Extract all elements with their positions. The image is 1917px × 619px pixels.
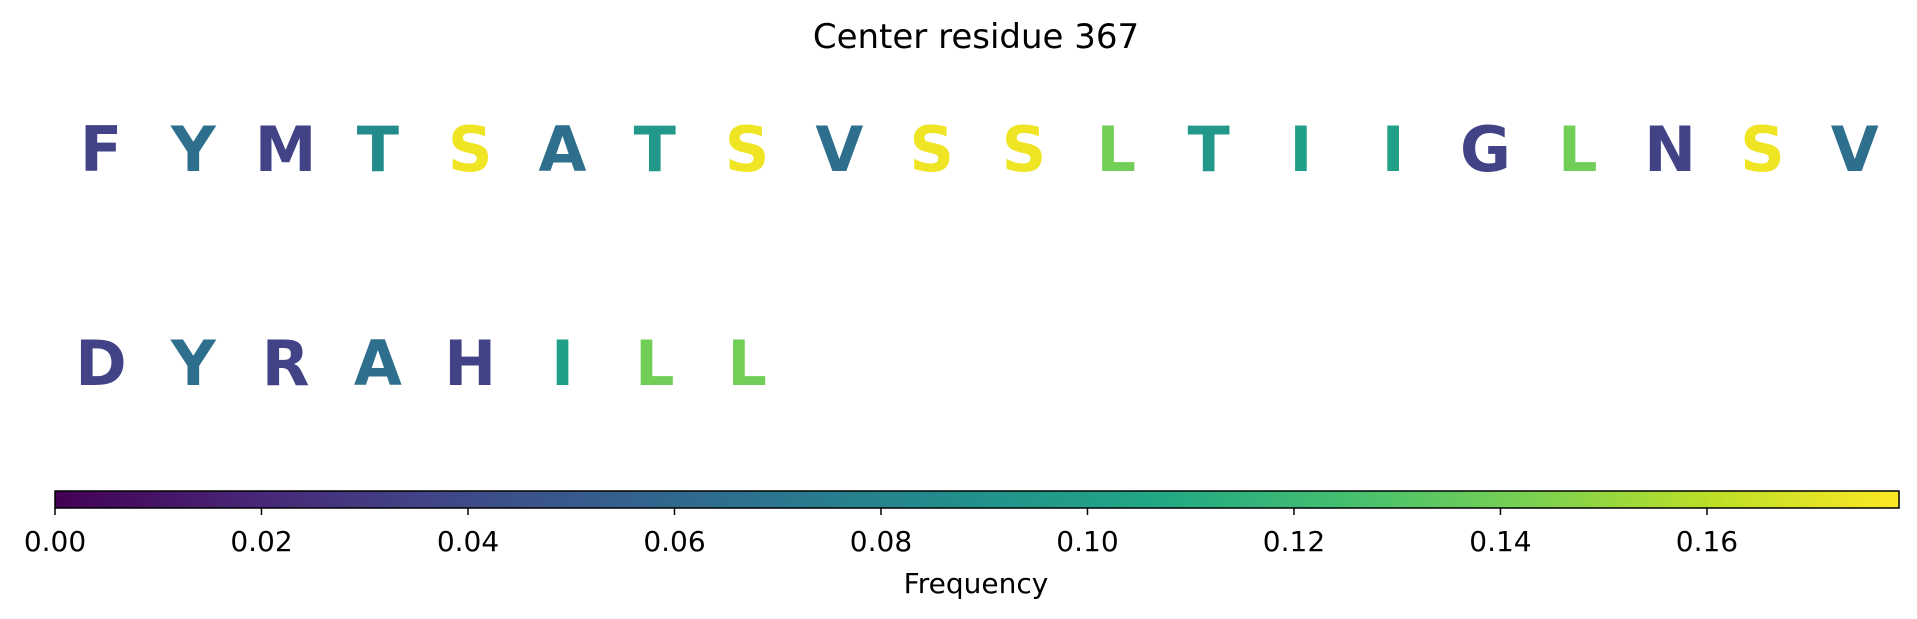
residue-letter: S — [725, 113, 770, 186]
residue-letter: G — [1460, 113, 1511, 186]
residue-letter: M — [255, 113, 317, 186]
colorbar-tick-label: 0.10 — [1056, 525, 1118, 558]
colorbar-tick-label: 0.06 — [643, 525, 705, 558]
residue-letter: L — [727, 327, 767, 400]
residue-letter: I — [1289, 113, 1312, 186]
residue-letter: H — [444, 327, 496, 400]
residue-letter: Y — [170, 113, 217, 186]
colorbar: 0.00 0.02 0.04 0.06 0.08 0.10 0.12 0.14 0.16 Fre… — [24, 490, 1900, 600]
residue-letter: V — [1831, 113, 1879, 186]
colorbar-tick-label: 0.02 — [230, 525, 292, 558]
colorbar-tick-label: 0.14 — [1469, 525, 1531, 558]
colorbar-tick-label: 0.16 — [1676, 525, 1738, 558]
colorbar-label: Frequency — [904, 567, 1049, 600]
residue-letter: D — [75, 327, 126, 400]
residue-letter: A — [539, 113, 587, 186]
residue-letter: Y — [170, 327, 217, 400]
residue-letter: I — [1382, 113, 1405, 186]
colorbar-gradient — [54, 490, 1900, 509]
colorbar-tick-label: 0.08 — [850, 525, 912, 558]
colorbar-ticks: 0.00 0.02 0.04 0.06 0.08 0.10 0.12 0.14 0.16 — [24, 508, 1738, 558]
chart-title: Center residue 367 — [813, 17, 1139, 57]
residue-letter: S — [1002, 113, 1047, 186]
residue-letter: T — [634, 113, 676, 186]
residue-letter: I — [551, 327, 574, 400]
colorbar-tick-label: 0.04 — [437, 525, 499, 558]
residue-letter: N — [1644, 113, 1696, 186]
residue-letter: A — [354, 327, 402, 400]
residue-grid: F Y M T S A T S V S S L T I I G L N S VD Y R A H I L L — [75, 113, 1878, 400]
residue-letter: S — [909, 113, 954, 186]
residue-letter: L — [1097, 113, 1137, 186]
residue-letter: L — [1558, 113, 1598, 186]
residue-letter: V — [815, 113, 863, 186]
residue-letter: R — [262, 327, 310, 400]
residue-letter: F — [80, 113, 122, 186]
residue-letter: T — [357, 113, 399, 186]
residue-letter: T — [1187, 113, 1229, 186]
colorbar-tick-label: 0.12 — [1263, 525, 1325, 558]
residue-letter: L — [635, 327, 675, 400]
colorbar-tick-label: 0.00 — [24, 525, 86, 558]
residue-letter: S — [1740, 113, 1785, 186]
residue-letter: S — [448, 113, 493, 186]
